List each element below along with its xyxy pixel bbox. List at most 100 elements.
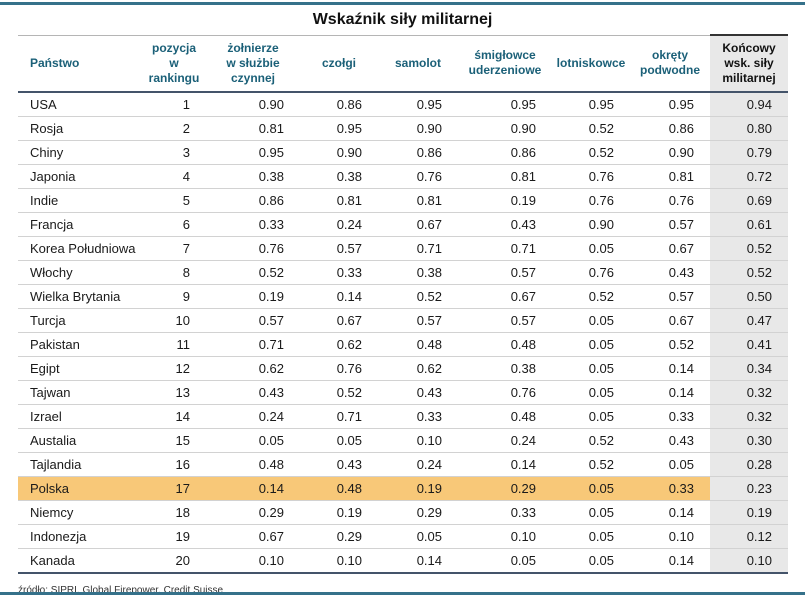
country-cell: Austalia [18,428,142,453]
value-cell: 0.67 [378,212,458,237]
value-cell: 0.05 [378,524,458,549]
value-cell: 0.29 [458,476,552,501]
rank-cell: 20 [142,548,206,574]
value-cell: 0.05 [552,236,630,261]
top-divider [0,2,805,5]
value-cell: 0.05 [552,548,630,574]
rank-cell: 18 [142,500,206,525]
value-cell: 0.33 [300,260,378,285]
value-cell: 0.67 [300,308,378,333]
rank-cell: 16 [142,452,206,477]
country-cell: Tajlandia [18,452,142,477]
value-cell: 0.47 [710,308,788,333]
rank-cell: 2 [142,116,206,141]
value-cell: 0.19 [710,500,788,525]
value-cell: 0.24 [458,428,552,453]
value-cell: 0.05 [552,380,630,405]
value-cell: 0.81 [206,116,300,141]
value-cell: 0.33 [378,404,458,429]
value-cell: 0.10 [206,548,300,574]
column-header-6: lotniskowce [552,34,630,93]
value-cell: 0.90 [630,140,710,165]
value-cell: 0.12 [710,524,788,549]
value-cell: 0.33 [206,212,300,237]
value-cell: 0.48 [300,476,378,501]
value-cell: 0.76 [300,356,378,381]
rank-cell: 6 [142,212,206,237]
value-cell: 0.95 [378,92,458,117]
rank-cell: 17 [142,476,206,501]
value-cell: 0.52 [552,452,630,477]
column-header-1: pozycja w rankingu [142,34,206,93]
table-row: Japonia 4 0.38 0.38 0.76 0.81 0.76 0.81 0.72 [18,164,788,189]
value-cell: 0.10 [710,548,788,574]
value-cell: 0.10 [458,524,552,549]
value-cell: 0.14 [206,476,300,501]
value-cell: 0.48 [458,332,552,357]
table-row: Indie 5 0.86 0.81 0.81 0.19 0.76 0.76 0.69 [18,188,788,213]
value-cell: 0.62 [300,332,378,357]
table-row: Austalia 15 0.05 0.05 0.10 0.24 0.52 0.43 0.30 [18,428,788,453]
value-cell: 0.05 [552,500,630,525]
table-row: Wielka Brytania 9 0.19 0.14 0.52 0.67 0.52 0.57… [18,284,788,309]
country-cell: Izrael [18,404,142,429]
value-cell: 0.24 [206,404,300,429]
value-cell: 0.48 [206,452,300,477]
value-cell: 0.95 [630,92,710,117]
value-cell: 0.33 [630,476,710,501]
value-cell: 0.57 [630,212,710,237]
value-cell: 0.95 [206,140,300,165]
country-cell: Indie [18,188,142,213]
value-cell: 0.34 [710,356,788,381]
value-cell: 0.43 [378,380,458,405]
value-cell: 0.95 [300,116,378,141]
value-cell: 0.76 [552,164,630,189]
value-cell: 0.71 [206,332,300,357]
rank-cell: 5 [142,188,206,213]
value-cell: 0.19 [300,500,378,525]
value-cell: 0.52 [552,116,630,141]
value-cell: 0.43 [300,452,378,477]
country-cell: Polska [18,476,142,501]
rank-cell: 4 [142,164,206,189]
table-row: Pakistan 11 0.71 0.62 0.48 0.48 0.05 0.52 0.41 [18,332,788,357]
value-cell: 0.67 [630,308,710,333]
value-cell: 0.14 [458,452,552,477]
value-cell: 0.71 [458,236,552,261]
value-cell: 0.05 [206,428,300,453]
table-row: Tajlandia 16 0.48 0.43 0.24 0.14 0.52 0.05 0.28 [18,452,788,477]
value-cell: 0.94 [710,92,788,117]
column-header-0: Państwo [18,34,142,93]
value-cell: 0.05 [552,308,630,333]
country-cell: Korea Południowa [18,236,142,261]
table-row: Chiny 3 0.95 0.90 0.86 0.86 0.52 0.90 0.79 [18,140,788,165]
rank-cell: 11 [142,332,206,357]
value-cell: 0.05 [552,524,630,549]
value-cell: 0.76 [458,380,552,405]
value-cell: 0.41 [710,332,788,357]
rank-cell: 15 [142,428,206,453]
value-cell: 0.32 [710,404,788,429]
value-cell: 0.95 [458,92,552,117]
value-cell: 0.50 [710,284,788,309]
value-cell: 0.76 [552,188,630,213]
value-cell: 0.86 [378,140,458,165]
country-cell: Egipt [18,356,142,381]
country-cell: Indonezja [18,524,142,549]
table-row: Egipt 12 0.62 0.76 0.62 0.38 0.05 0.14 0.34 [18,356,788,381]
table-row: Włochy 8 0.52 0.33 0.38 0.57 0.76 0.43 0.52 [18,260,788,285]
value-cell: 0.10 [378,428,458,453]
value-cell: 0.14 [378,548,458,574]
value-cell: 0.86 [206,188,300,213]
value-cell: 0.43 [206,380,300,405]
value-cell: 0.43 [630,260,710,285]
value-cell: 0.57 [378,308,458,333]
rank-cell: 12 [142,356,206,381]
value-cell: 0.10 [300,548,378,574]
value-cell: 0.57 [458,260,552,285]
value-cell: 0.72 [710,164,788,189]
value-cell: 0.67 [630,236,710,261]
value-cell: 0.43 [630,428,710,453]
source-note: źródło: SIPRI, Global Firepower, Credit … [18,585,224,596]
